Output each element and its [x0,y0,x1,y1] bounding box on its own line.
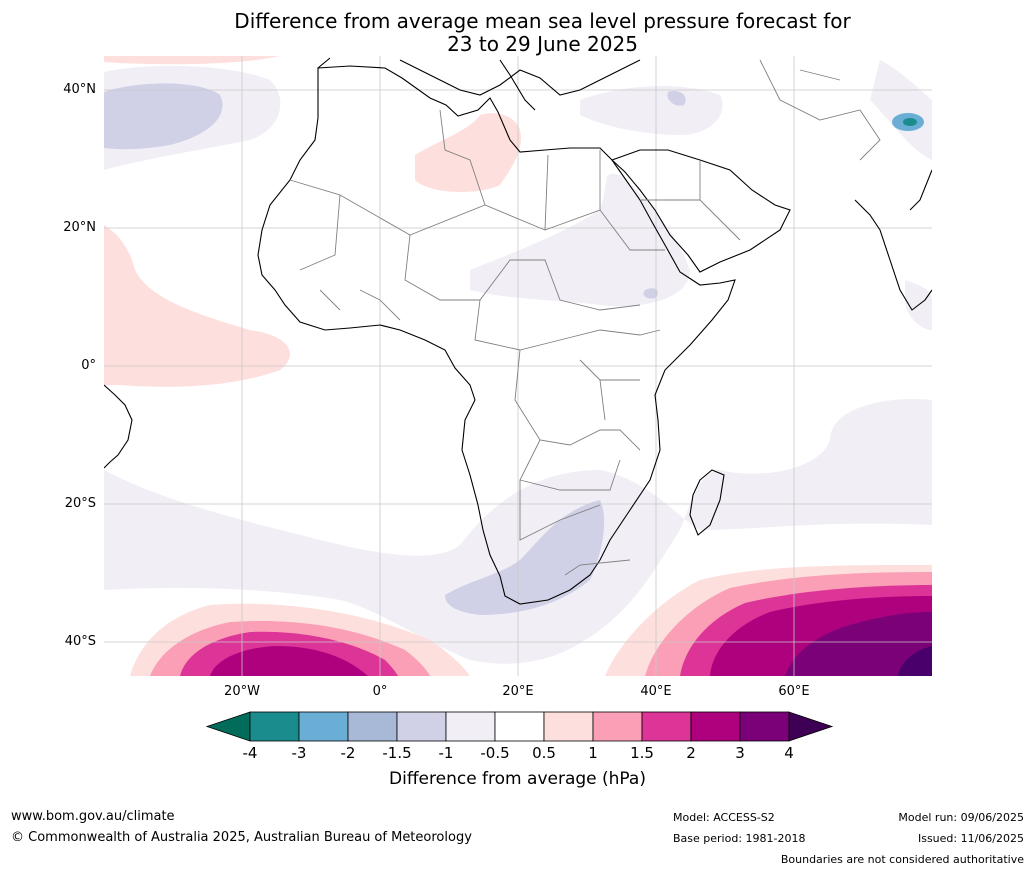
anomaly-region-neg-light-sahel [470,173,690,307]
graticule [104,56,932,676]
colorbar-segment [494,711,545,742]
colorbar-segment [543,711,594,742]
colorbar-segment [592,711,643,742]
title-line-2: 23 to 29 June 2025 [447,32,638,56]
anomaly-region-neg-mid-north-atlantic [104,83,223,150]
lat-label-40n: 40°N [63,82,96,97]
colorbar-segment [445,711,496,742]
colorbar-extend-high [788,711,834,742]
colorbar-tick-label: -3 [291,744,307,762]
colorbar-segment [298,711,349,742]
colorbar-tick-label: 2 [686,744,696,762]
africa-coastline [257,65,736,605]
colorbar [205,711,834,742]
south-america-coastline [104,384,133,469]
footer-url[interactable]: www.bom.gov.au/climate [11,809,175,824]
lon-label-40e: 40°E [640,684,672,699]
colorbar-segment [396,711,447,742]
colorbar-segment [641,711,692,742]
anomaly-region-neg-mid-southern-africa [445,500,605,615]
lon-label-0: 0° [372,684,388,699]
colorbar-label: Difference from average (hPa) [389,769,646,789]
map-title: Difference from average mean sea level p… [0,10,1035,56]
madagascar-coastline [689,469,725,536]
lat-label-40s: 40°S [64,634,96,649]
anomaly-region-neg-mid-east-africa [643,288,658,299]
colorbar-extend-low [205,711,251,742]
colorbar-segment [347,711,398,742]
colorbar-tick-label: -1.5 [382,744,412,762]
title-line-1: Difference from average mean sea level p… [234,9,851,33]
lat-label-20n: 20°N [63,220,96,235]
colorbar-tick-label: -1 [438,744,454,762]
anomaly-region-neg-light-india [870,60,932,160]
colorbar-tick-label: -0.5 [480,744,510,762]
anomaly-region-pos-light-tropical-atlantic [104,225,290,387]
footer-model: Model: ACCESS-S2 [673,811,775,824]
anomaly-region-pos-light-north-edge [104,56,280,65]
footer-copyright: © Commonwealth of Australia 2025, Austra… [11,830,472,845]
india-coastline [854,169,932,311]
colorbar-tick-label: 0.5 [532,744,556,762]
anomaly-region-neg-strong-himalaya [903,118,917,126]
colorbar-segment [739,711,790,742]
anomaly-region-pos-2-sw [210,646,368,676]
lat-label-20s: 20°S [64,496,96,511]
europe-coastline [317,57,641,111]
colorbar-tick-label: 1.5 [630,744,654,762]
anomaly-region-pos-light-north-africa [415,113,521,192]
coastlines [104,57,932,605]
country-borders [289,59,881,576]
anomaly-region-pos-3-se [785,612,932,676]
anomaly-region-neg-light-mediterranean [580,85,723,135]
colorbar-tick-label: 4 [784,744,794,762]
lon-label-20w: 20°W [224,684,260,699]
footer-disclaimer: Boundaries are not considered authoritat… [780,853,1024,866]
map-plot-area [104,56,932,676]
colorbar-tick-label: -2 [340,744,356,762]
colorbar-segment [249,711,300,742]
colorbar-segment [690,711,741,742]
anomaly-region-neg-mid-turkey [667,90,686,106]
colorbar-tick-label: 3 [735,744,745,762]
footer-base-period: Base period: 1981-2018 [673,832,806,845]
lat-label-0: 0° [81,358,96,373]
anomaly-region-pos-4-se [898,646,932,676]
arabia-coastline [610,149,791,273]
footer-model-run: Model run: 09/06/2025 [898,811,1024,824]
lon-label-60e: 60°E [778,684,810,699]
footer-issued: Issued: 11/06/2025 [917,832,1024,845]
colorbar-tick-label: -4 [242,744,258,762]
lon-label-20e: 20°E [502,684,534,699]
colorbar-tick-label: 1 [588,744,598,762]
